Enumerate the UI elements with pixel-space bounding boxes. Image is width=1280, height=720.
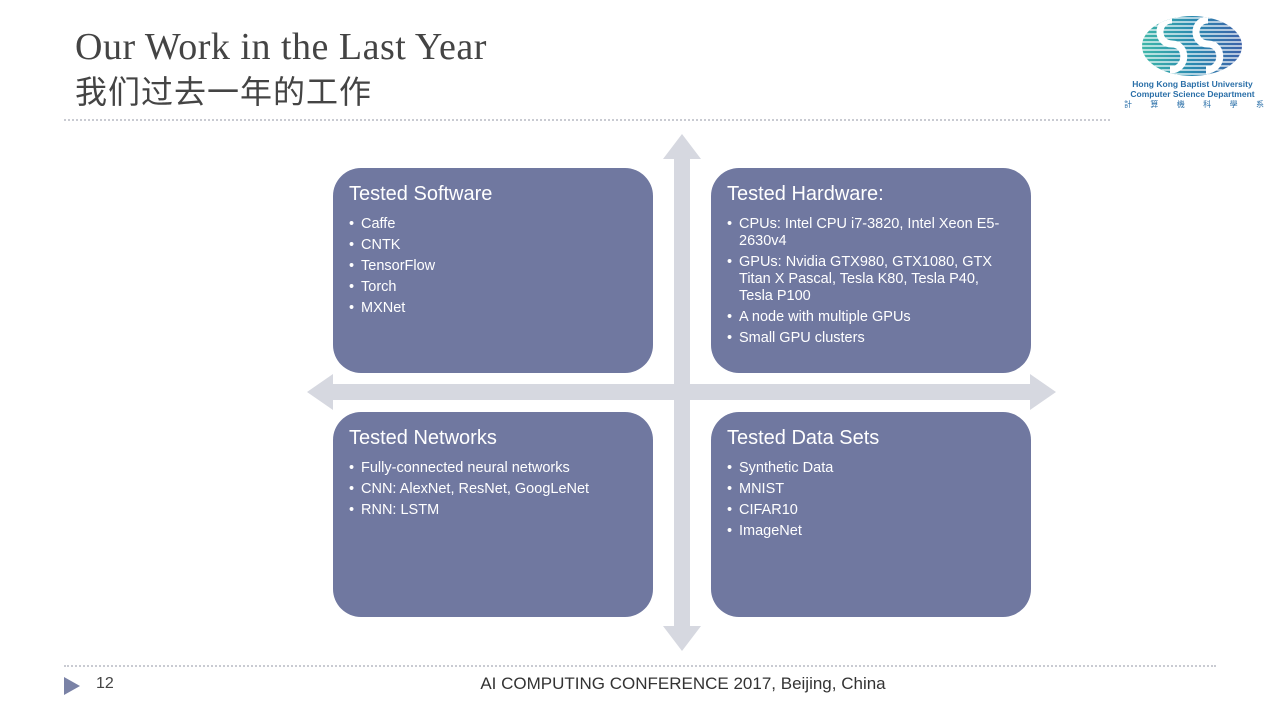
footer-conference: AI COMPUTING CONFERENCE 2017, Beijing, C… — [480, 674, 886, 693]
page-number: 12 — [96, 675, 114, 692]
quadrant-list: Fully-connected neural networks CNN: Ale… — [349, 460, 637, 519]
logo-emblem-icon — [1142, 16, 1242, 76]
university-logo: Hong Kong Baptist University Computer Sc… — [1120, 10, 1265, 110]
logo-chinese-char: 計 — [1124, 100, 1132, 109]
list-item: ImageNet — [727, 523, 1015, 540]
list-item: Caffe — [349, 216, 637, 233]
quadrant-heading: Tested Data Sets — [727, 427, 880, 449]
list-item: MXNet — [349, 300, 637, 317]
list-item: RNN: LSTM — [349, 502, 637, 519]
list-item: GPUs: Nvidia GTX980, GTX1080, GTX Titan … — [727, 254, 1015, 305]
logo-chinese-name: 計 算 機 科 學 系 — [1124, 99, 1264, 110]
list-item: Synthetic Data — [727, 460, 1015, 477]
quadrant-tested-networks: Tested Networks Fully-connected neural n… — [333, 412, 653, 617]
quadrant-heading: Tested Software — [349, 183, 493, 205]
quadrant-heading: Tested Hardware: — [727, 183, 884, 205]
footer-divider — [64, 665, 1216, 667]
quadrant-tested-hardware: Tested Hardware: CPUs: Intel CPU i7-3820… — [711, 168, 1031, 373]
list-item: Torch — [349, 279, 637, 296]
slide-title: Our Work in the Last Year — [75, 26, 487, 68]
logo-department-name: Computer Science Department — [1130, 89, 1255, 99]
logo-chinese-char: 科 — [1203, 100, 1212, 109]
list-item: CPUs: Intel CPU i7-3820, Intel Xeon E5-2… — [727, 216, 1015, 250]
list-item: CIFAR10 — [727, 502, 1015, 519]
logo-chinese-char: 系 — [1255, 100, 1264, 109]
slide-subtitle: 我们过去一年的工作 — [75, 73, 373, 111]
vertical-axis-arrow — [663, 134, 701, 651]
logo-chinese-char: 學 — [1229, 100, 1238, 109]
logo-chinese-char: 機 — [1176, 100, 1185, 109]
logo-chinese-char: 算 — [1150, 100, 1159, 109]
list-item: CNTK — [349, 237, 637, 254]
list-item: A node with multiple GPUs — [727, 309, 1015, 326]
list-item: Small GPU clusters — [727, 330, 1015, 347]
logo-university-name: Hong Kong Baptist University — [1132, 79, 1253, 89]
header-divider — [64, 119, 1110, 121]
quadrant-tested-data-sets: Tested Data Sets Synthetic Data MNIST CI… — [711, 412, 1031, 617]
quadrant-list: Caffe CNTK TensorFlow Torch MXNet — [349, 216, 637, 317]
quadrant-list: Synthetic Data MNIST CIFAR10 ImageNet — [727, 460, 1015, 540]
list-item: CNN: AlexNet, ResNet, GoogLeNet — [349, 481, 637, 498]
list-item: Fully-connected neural networks — [349, 460, 637, 477]
list-item: TensorFlow — [349, 258, 637, 275]
quadrant-list: CPUs: Intel CPU i7-3820, Intel Xeon E5-2… — [727, 216, 1015, 347]
play-triangle-icon — [64, 677, 80, 695]
list-item: MNIST — [727, 481, 1015, 498]
quadrant-heading: Tested Networks — [349, 427, 497, 449]
quadrant-tested-software: Tested Software Caffe CNTK TensorFlow To… — [333, 168, 653, 373]
